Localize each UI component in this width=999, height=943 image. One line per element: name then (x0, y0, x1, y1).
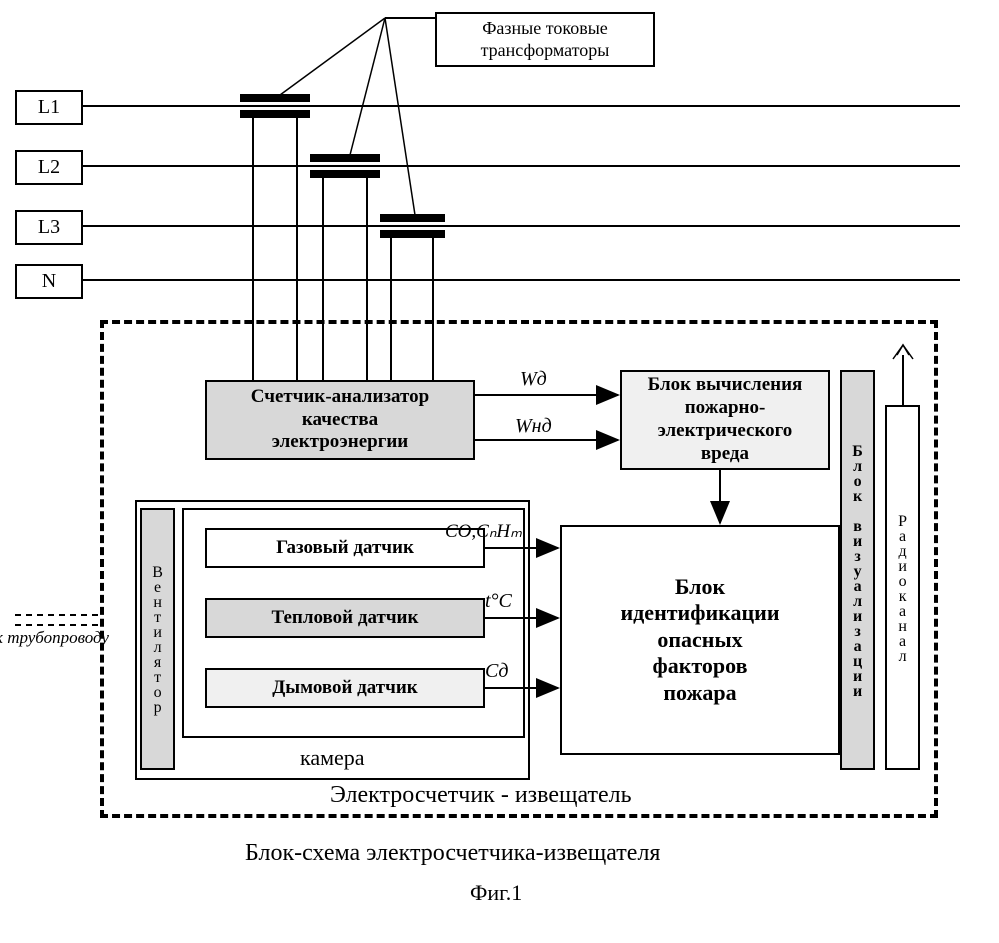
signal-cd: Cд (485, 660, 508, 683)
pipe-label: к трубопроводу (0, 628, 109, 648)
signal-wnd: Wнд (515, 415, 552, 438)
signal-tc: t°C (485, 590, 512, 613)
fig-label: Фиг.1 (470, 880, 522, 906)
device-label: Электросчетчик - извещатель (330, 782, 632, 809)
signal-wd: Wд (520, 368, 547, 391)
signal-co: CO,CₙHₘ (445, 520, 522, 543)
caption: Блок-схема электросчетчика-извещателя (245, 840, 660, 867)
arrows (0, 0, 999, 820)
